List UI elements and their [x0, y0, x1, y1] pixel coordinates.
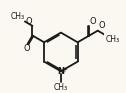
- Text: CH₃: CH₃: [10, 12, 24, 21]
- Text: CH₃: CH₃: [54, 83, 68, 92]
- Text: O: O: [24, 44, 30, 53]
- Text: O: O: [90, 17, 97, 26]
- Text: +: +: [62, 67, 68, 73]
- Text: CH₃: CH₃: [106, 35, 120, 44]
- Text: O: O: [98, 21, 105, 30]
- Text: O: O: [25, 17, 32, 26]
- Text: N: N: [57, 67, 64, 76]
